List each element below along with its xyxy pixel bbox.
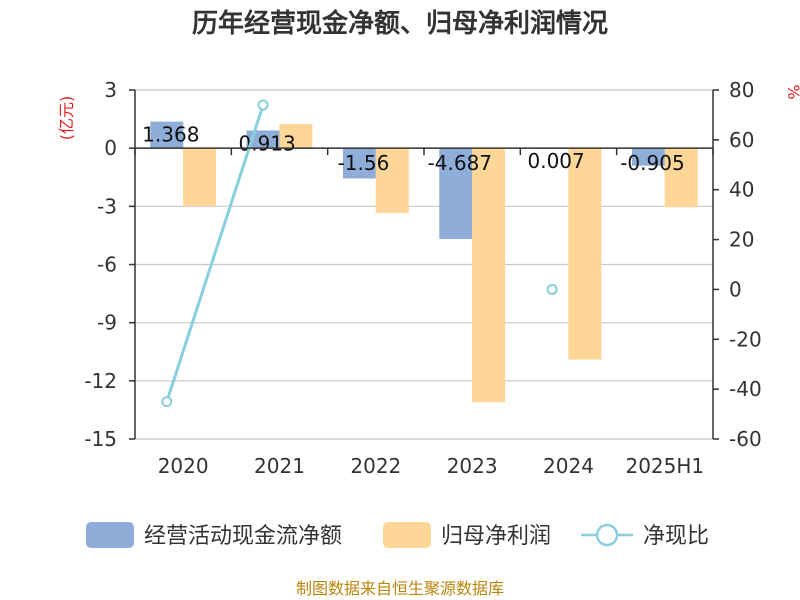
legend-marker xyxy=(595,523,619,547)
data-label: -0.905 xyxy=(620,151,684,175)
legend-label: 净现比 xyxy=(643,524,709,549)
bar xyxy=(279,123,313,149)
line-segment xyxy=(165,104,265,403)
right-tick-label: 80 xyxy=(729,78,754,102)
bar xyxy=(342,148,376,179)
bar xyxy=(472,148,506,403)
right-axis-unit: % xyxy=(784,84,800,99)
source-note: 制图数据来自恒生聚源数据库 xyxy=(296,579,504,598)
right-tick-label: -40 xyxy=(729,377,762,401)
left-tick-label: 0 xyxy=(104,136,117,160)
left-tick-label: -6 xyxy=(97,253,117,277)
data-label: -1.56 xyxy=(338,151,390,175)
right-tick-label: 20 xyxy=(729,228,754,252)
bar xyxy=(631,148,665,166)
legend-swatch xyxy=(383,522,431,548)
line-point xyxy=(546,283,558,295)
bar xyxy=(375,148,409,214)
left-tick-label: -15 xyxy=(84,427,117,451)
right-tick-label: 40 xyxy=(729,178,754,202)
left-tick-label: -12 xyxy=(84,369,117,393)
category-label: 2022 xyxy=(350,454,401,478)
legend-swatch xyxy=(86,522,134,548)
data-labels: 1.368 0.913-1.56 -4.687 0.007 -0.905 xyxy=(142,123,685,176)
right-tick-label: 60 xyxy=(729,128,754,152)
chart-title: 历年经营现金净额、归母净利润情况 xyxy=(192,8,608,39)
legend-label: 归母净利润 xyxy=(441,524,551,549)
legend: 经营活动现金流净额 归母净利润 净现比 xyxy=(86,522,709,549)
bar xyxy=(150,121,184,149)
category-label: 2025H1 xyxy=(625,454,704,478)
line-point xyxy=(257,99,269,111)
bars xyxy=(150,121,698,403)
category-label: 2024 xyxy=(543,454,594,478)
right-tick-label: -60 xyxy=(729,427,762,451)
right-tick-label: 0 xyxy=(729,277,742,301)
data-label: 0.007 xyxy=(527,149,584,173)
left-tick-label: -3 xyxy=(97,194,117,218)
data-label: 1.368 xyxy=(142,123,199,147)
left-tick-label: 3 xyxy=(104,78,117,102)
bar xyxy=(664,148,698,208)
data-label: -4.687 xyxy=(428,151,492,175)
legend-label: 经营活动现金流净额 xyxy=(144,524,342,549)
bar xyxy=(439,148,473,240)
axes: 3 0 -3 -6 -9 -12 -15 80 60 40 20 0 -20 -40 -60 2020 2021… xyxy=(84,78,761,478)
grid xyxy=(135,89,713,440)
right-tick-label: -20 xyxy=(729,327,762,351)
category-label: 2020 xyxy=(158,454,209,478)
bar xyxy=(183,148,217,207)
line-point xyxy=(161,396,173,408)
category-label: 2023 xyxy=(447,454,498,478)
left-axis-unit: (亿元) xyxy=(57,96,76,141)
bar xyxy=(568,148,602,360)
category-label: 2021 xyxy=(254,454,305,478)
left-tick-label: -9 xyxy=(97,311,117,335)
line-series xyxy=(161,99,558,408)
